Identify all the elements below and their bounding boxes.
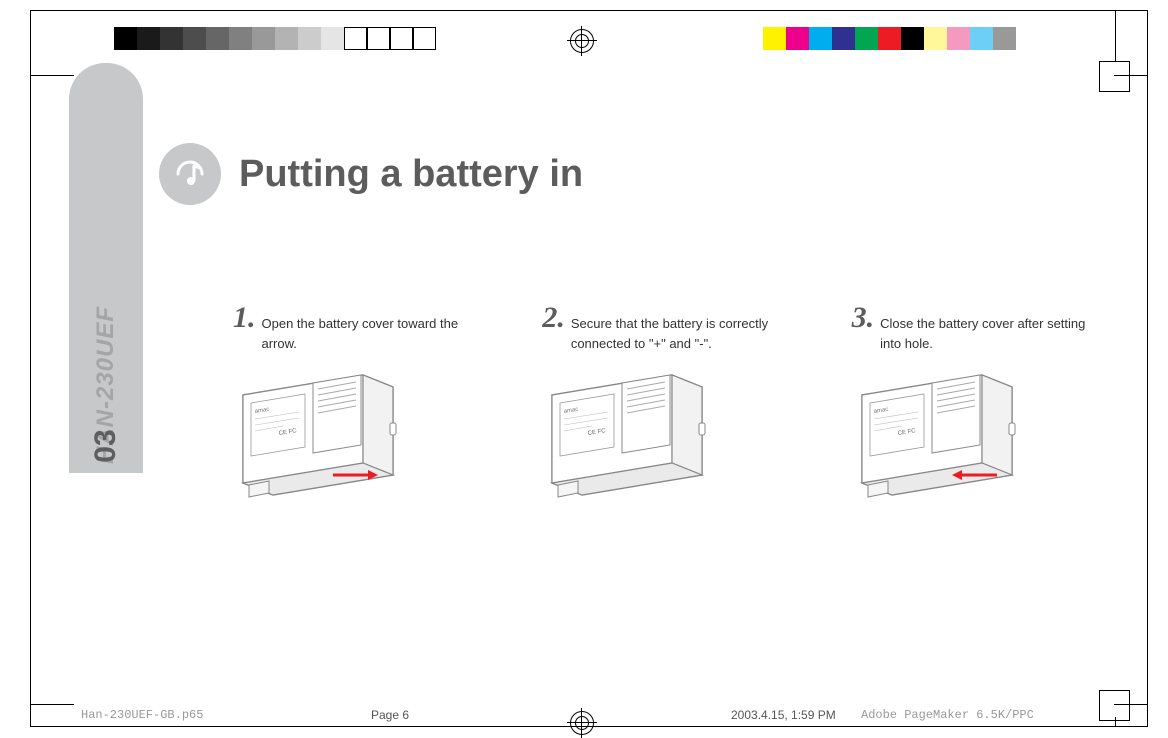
swatch <box>183 27 206 50</box>
swatch <box>137 27 160 50</box>
side-tab: HAN-230UEF 03 <box>69 63 143 473</box>
music-note-icon <box>159 143 221 205</box>
device-illustration: amac CE FC <box>233 367 403 502</box>
swatch <box>229 27 252 50</box>
step-text: Close the battery cover after setting in… <box>880 303 1103 353</box>
crop-mark <box>1115 11 1116 61</box>
swatch <box>160 27 183 50</box>
swatch <box>763 27 786 50</box>
swatch <box>786 27 809 50</box>
step: 3. Close the battery cover after setting… <box>852 303 1103 502</box>
footer-filename: Han-230UEF-GB.p65 <box>81 708 203 722</box>
swatch <box>993 27 1016 50</box>
registration-mark <box>567 26 597 56</box>
swatch <box>367 27 390 50</box>
page-title-row: Putting a battery in <box>159 143 583 205</box>
crop-mark <box>1099 61 1130 92</box>
swatch <box>901 27 924 50</box>
crop-mark <box>1115 717 1116 726</box>
step: 2. Secure that the battery is correctly … <box>542 303 793 502</box>
swatch <box>413 27 436 50</box>
grayscale-bar <box>114 27 436 50</box>
swatch <box>252 27 275 50</box>
swatch <box>298 27 321 50</box>
device-illustration: amac CE FC <box>852 367 1022 502</box>
page-border: HAN-230UEF 03 Putting a battery in 1. Op… <box>30 10 1148 727</box>
step-text: Secure that the battery is correctly con… <box>571 303 794 353</box>
crop-mark <box>31 704 74 705</box>
swatch <box>832 27 855 50</box>
steps-container: 1. Open the battery cover toward the arr… <box>233 303 1103 502</box>
step-number: 3. <box>852 303 875 333</box>
swatch <box>970 27 993 50</box>
footer-app: Adobe PageMaker 6.5K/PPC <box>861 708 1034 722</box>
side-section-number: 03 <box>89 429 123 462</box>
swatch <box>344 27 367 50</box>
crop-mark <box>31 75 74 76</box>
swatch <box>390 27 413 50</box>
swatch <box>321 27 344 50</box>
swatch <box>809 27 832 50</box>
footer-page: Page 6 <box>371 708 409 722</box>
swatch <box>924 27 947 50</box>
step-number: 2. <box>542 303 565 333</box>
swatch <box>947 27 970 50</box>
swatch <box>206 27 229 50</box>
swatch <box>878 27 901 50</box>
footer-date: 2003.4.15, 1:59 PM <box>731 708 836 722</box>
step: 1. Open the battery cover toward the arr… <box>233 303 484 502</box>
page-title: Putting a battery in <box>239 153 583 196</box>
swatch <box>855 27 878 50</box>
swatch <box>275 27 298 50</box>
color-bar <box>763 27 1016 50</box>
swatch <box>114 27 137 50</box>
step-text: Open the battery cover toward the arrow. <box>262 303 485 353</box>
step-number: 1. <box>233 303 256 333</box>
device-illustration: amac CE FC <box>542 367 712 502</box>
footer: Han-230UEF-GB.p65 Page 6 2003.4.15, 1:59… <box>81 708 1107 722</box>
